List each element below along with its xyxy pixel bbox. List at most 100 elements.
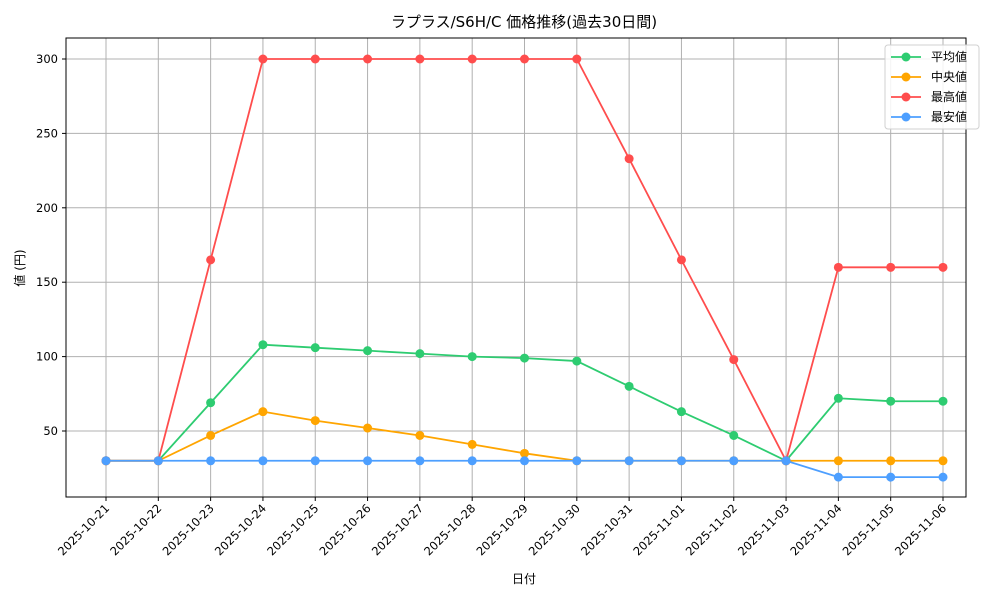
data-point (363, 456, 373, 466)
data-point (206, 398, 216, 408)
x-tick-label: 2025-10-27 (369, 501, 426, 558)
legend-label: 平均値 (931, 49, 967, 64)
x-tick-label: 2025-10-26 (317, 501, 374, 558)
data-point (833, 456, 843, 466)
x-tick-label: 2025-10-24 (212, 501, 269, 558)
y-axis: 50 100 150 200 250 300 (36, 52, 66, 438)
data-point (572, 54, 582, 64)
y-tick-label: 150 (36, 275, 58, 289)
data-point (624, 381, 634, 391)
y-tick-label: 250 (36, 126, 58, 140)
data-point (206, 456, 216, 466)
data-point (310, 343, 320, 353)
data-point (258, 456, 268, 466)
legend-item: 最安値 (891, 109, 967, 124)
y-tick-label: 50 (43, 424, 58, 438)
data-point (310, 54, 320, 64)
y-tick-label: 200 (36, 201, 58, 215)
series-最安値 (101, 456, 948, 482)
y-tick-label: 100 (36, 350, 58, 364)
data-point (938, 456, 948, 466)
data-point (363, 423, 373, 433)
data-point (101, 456, 111, 466)
data-point (833, 393, 843, 403)
data-point (938, 396, 948, 406)
data-point (729, 456, 739, 466)
data-point (363, 54, 373, 64)
legend-box (884, 44, 980, 130)
data-point (467, 54, 477, 64)
data-point (153, 456, 163, 466)
x-tick-label: 2025-10-23 (160, 501, 217, 558)
x-tick-label: 2025-10-28 (421, 501, 478, 558)
data-point (676, 407, 686, 417)
chart-title: ラプラス/S6H/C 価格推移(過去30日間) (391, 13, 657, 31)
legend-item: 中央値 (891, 69, 967, 84)
data-point (415, 349, 425, 359)
data-point (467, 456, 477, 466)
x-tick-label: 2025-11-05 (840, 501, 897, 558)
y-tick-label: 300 (36, 52, 58, 66)
data-point (886, 456, 896, 466)
series-layer (101, 54, 948, 482)
x-tick-label: 2025-10-25 (264, 501, 321, 558)
legend-label: 中央値 (931, 69, 967, 84)
data-point (938, 472, 948, 482)
legend-marker-icon (901, 112, 911, 122)
data-point (572, 356, 582, 366)
data-point (676, 456, 686, 466)
data-point (886, 472, 896, 482)
data-point (938, 262, 948, 272)
data-point (781, 456, 791, 466)
x-tick-label: 2025-11-06 (892, 501, 949, 558)
data-point (520, 456, 529, 466)
legend-marker-icon (901, 52, 911, 62)
data-point (833, 262, 843, 272)
legend-marker-icon (901, 72, 911, 82)
x-tick-label: 2025-10-31 (578, 501, 635, 558)
data-point (258, 407, 268, 417)
data-point (729, 355, 739, 365)
data-point (415, 54, 425, 64)
data-point (258, 54, 268, 64)
x-axis-label: 日付 (512, 572, 536, 586)
series-最高値 (101, 54, 948, 466)
data-point (310, 416, 320, 426)
y-axis-label: 値 (円) (12, 249, 27, 286)
legend-marker-icon (901, 92, 911, 102)
data-point (520, 54, 529, 64)
x-tick-label: 2025-10-30 (526, 501, 583, 558)
data-point (729, 430, 739, 440)
x-tick-label: 2025-11-02 (683, 501, 740, 558)
x-tick-label: 2025-11-04 (787, 501, 844, 558)
data-point (520, 353, 529, 363)
x-tick-label: 2025-10-21 (55, 501, 112, 558)
data-point (520, 448, 529, 458)
data-point (572, 456, 582, 466)
data-point (363, 346, 373, 356)
data-point (467, 352, 477, 362)
data-point (886, 396, 896, 406)
x-tick-label: 2025-11-03 (735, 501, 792, 558)
data-point (206, 430, 216, 440)
legend-label: 最安値 (931, 109, 967, 124)
data-point (624, 154, 634, 164)
data-point (415, 456, 425, 466)
data-point (310, 456, 320, 466)
data-point (206, 255, 216, 265)
data-point (258, 340, 268, 350)
x-tick-label: 2025-11-01 (630, 501, 687, 558)
grid-lines (66, 38, 966, 497)
data-point (624, 456, 634, 466)
data-point (676, 255, 686, 265)
x-axis: 2025-10-212025-10-222025-10-232025-10-24… (55, 497, 949, 558)
legend-label: 最高値 (931, 89, 967, 104)
data-point (886, 262, 896, 272)
legend-item: 平均値 (891, 49, 967, 64)
data-point (833, 472, 843, 482)
data-point (415, 430, 425, 440)
x-tick-label: 2025-10-22 (107, 501, 164, 558)
legend-item: 最高値 (891, 89, 967, 104)
